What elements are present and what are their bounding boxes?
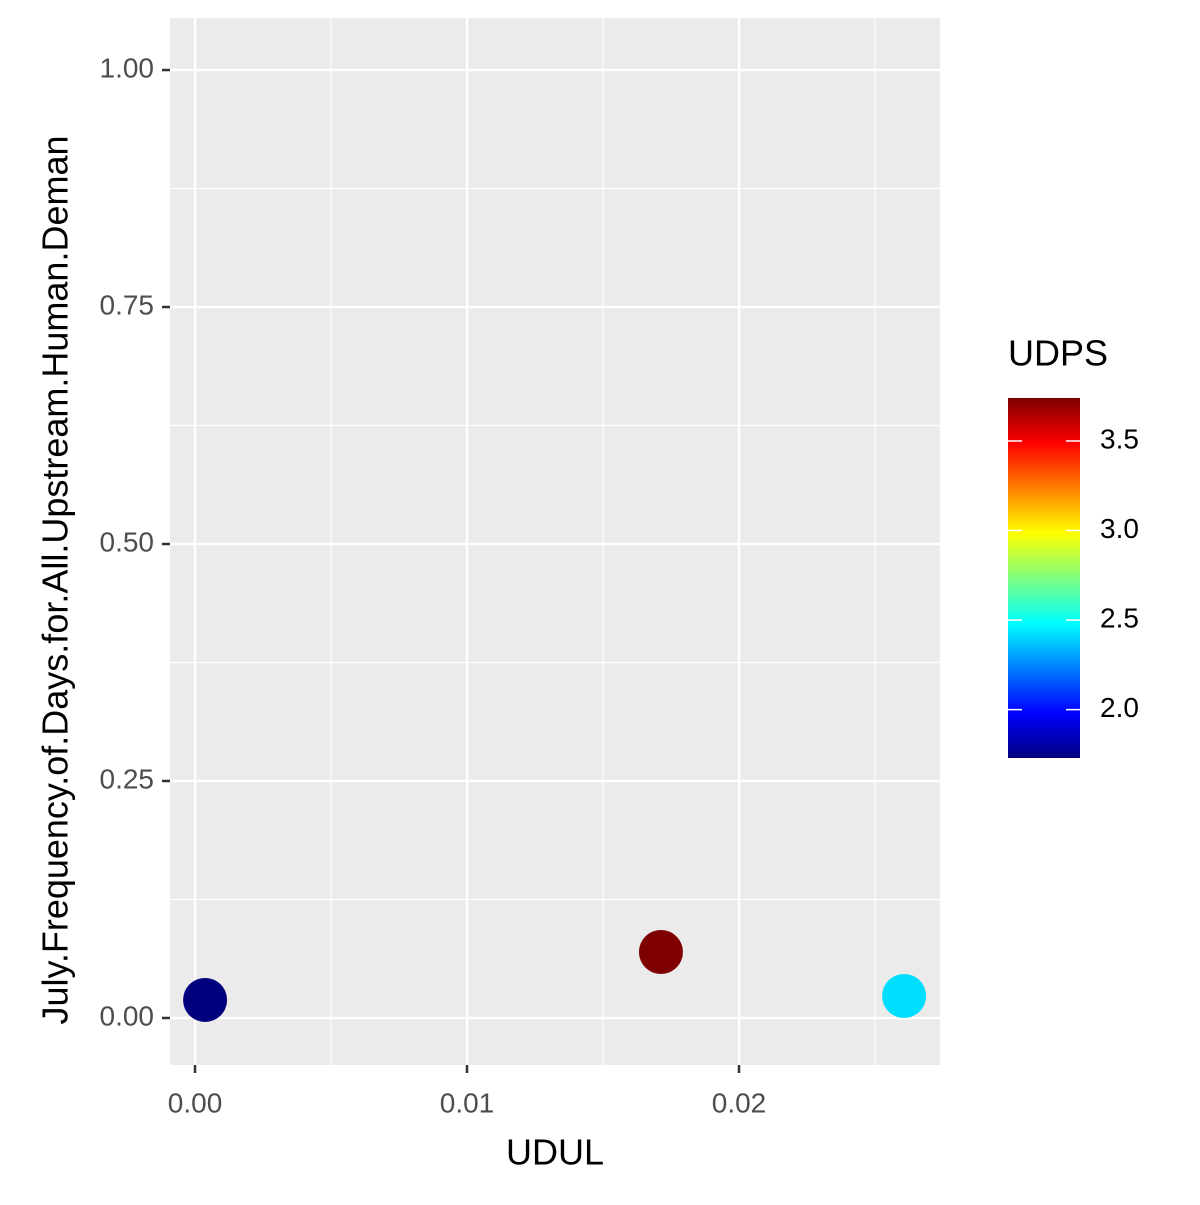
panel xyxy=(170,18,940,1065)
point xyxy=(638,930,683,975)
y-tick-label: 0.00 xyxy=(100,1000,155,1031)
y-tick-label: 0.75 xyxy=(100,289,155,320)
colorbar-label: 2.0 xyxy=(1100,692,1139,723)
y-tick-label: 0.25 xyxy=(100,763,155,794)
legend-title: UDPS xyxy=(1008,333,1108,374)
x-axis-title: UDUL xyxy=(506,1132,604,1173)
y-axis-title: July.Frequency.of.Days.for.All.Upstream.… xyxy=(35,136,76,1025)
x-tick-label: 0.02 xyxy=(712,1087,767,1118)
x-tick-label: 0.01 xyxy=(440,1087,495,1118)
colorbar-label: 3.5 xyxy=(1100,423,1139,454)
x-tick-label: 0.00 xyxy=(168,1087,223,1118)
point xyxy=(183,977,228,1022)
colorbar-label: 2.5 xyxy=(1100,602,1139,633)
colorbar-label: 3.0 xyxy=(1100,513,1139,544)
point xyxy=(882,973,927,1018)
colorbar xyxy=(1008,398,1080,758)
y-tick-label: 0.50 xyxy=(100,526,155,557)
y-tick-label: 1.00 xyxy=(100,52,155,83)
